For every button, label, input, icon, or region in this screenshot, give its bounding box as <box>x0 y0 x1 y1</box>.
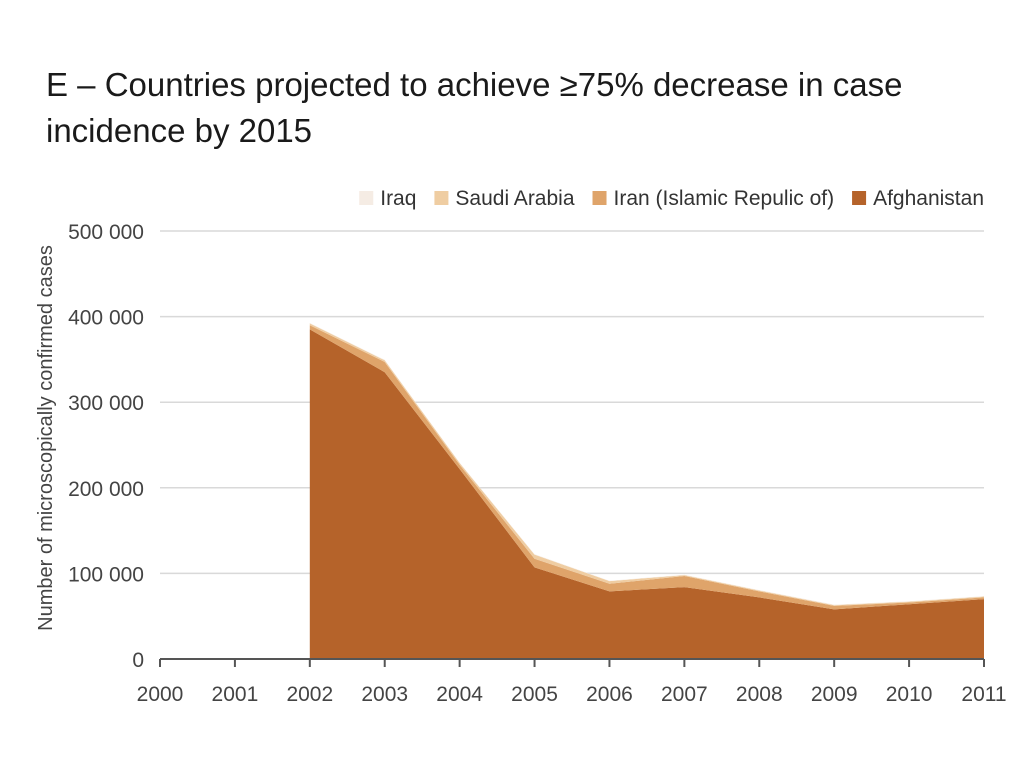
legend-label: Iran (Islamic Repulic of) <box>614 187 835 210</box>
y-tick-label: 500 000 <box>68 221 144 244</box>
x-tick-label: 2009 <box>811 683 858 706</box>
y-tick-label: 200 000 <box>68 478 144 501</box>
x-tick-label: 2000 <box>137 683 184 706</box>
y-tick-label: 300 000 <box>68 392 144 415</box>
legend-item: Iran (Islamic Repulic of) <box>592 187 835 210</box>
x-tick-label: 2002 <box>286 683 333 706</box>
legend-item: Saudi Arabia <box>434 187 575 210</box>
x-tick-label: 2008 <box>736 683 783 706</box>
x-tick-label: 2004 <box>436 683 483 706</box>
legend-item: Iraq <box>359 187 416 210</box>
legend-swatch <box>434 191 449 205</box>
y-tick-label: 0 <box>132 649 144 672</box>
x-tick-label: 2011 <box>961 683 1006 706</box>
x-tick-label: 2001 <box>212 683 259 706</box>
y-axis-title: Number of microscopically confirmed case… <box>35 245 57 631</box>
grid-lines <box>160 230 984 575</box>
x-tick-label: 2005 <box>511 683 558 706</box>
legend-swatch <box>592 191 607 205</box>
axes: 0 100 000 200 000 300 000 400 000 500 000 2000… <box>68 221 1007 706</box>
y-tick-label: 100 000 <box>68 563 144 586</box>
x-tick-label: 2003 <box>361 683 408 706</box>
legend-label: Saudi Arabia <box>455 187 574 210</box>
area-series <box>309 323 984 659</box>
legend-label: Afghanistan <box>873 187 984 210</box>
legend-swatch <box>852 191 867 205</box>
y-tick-label: 400 000 <box>68 307 144 330</box>
x-tick-label: 2006 <box>586 683 633 706</box>
x-tick-label: 2007 <box>661 683 708 706</box>
legend-swatch <box>359 191 374 205</box>
legend-item: Afghanistan <box>852 187 984 210</box>
legend-label: Iraq <box>380 187 416 210</box>
legend: Iraq Saudi Arabia Iran (Islamic Repulic of… <box>359 187 984 210</box>
area-afghanistan <box>309 329 984 659</box>
x-tick-label: 2010 <box>886 683 933 706</box>
chart-title: E – Countries projected to achieve ≥75% … <box>46 66 903 149</box>
